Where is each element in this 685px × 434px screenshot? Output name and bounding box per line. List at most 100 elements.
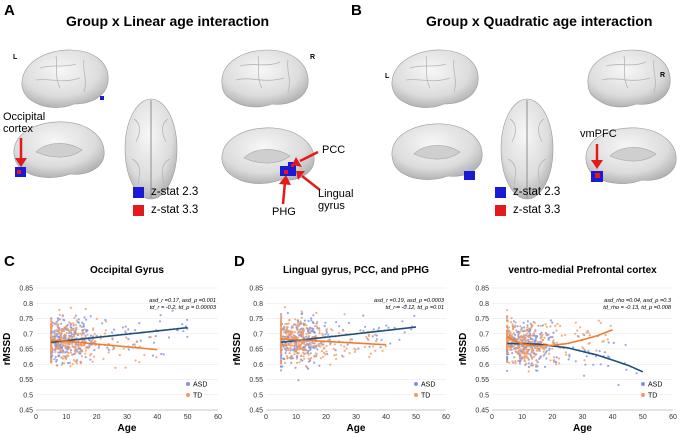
scatter-point-td bbox=[302, 330, 305, 333]
y-axis-label: rMSSD bbox=[458, 333, 469, 366]
scatter-point-asd bbox=[107, 348, 110, 351]
scatter-point-asd bbox=[327, 333, 330, 336]
scatter-point-td bbox=[329, 343, 332, 346]
scatter-point-td bbox=[526, 329, 529, 332]
scatter-point-td bbox=[134, 359, 137, 362]
scatter-point-td bbox=[531, 340, 534, 343]
scatter-point-td bbox=[512, 326, 515, 329]
scatter-point-asd bbox=[55, 360, 58, 363]
scatter-point-td bbox=[63, 329, 66, 332]
scatter-point-td bbox=[300, 340, 303, 343]
fit-line-td bbox=[506, 329, 613, 347]
scatter-point-td bbox=[80, 325, 83, 328]
scatter-point-td bbox=[313, 342, 316, 345]
scatter-point-asd bbox=[57, 351, 60, 354]
scatter-point-td bbox=[560, 334, 563, 337]
scatter-point-td bbox=[525, 354, 528, 358]
scatter-point-asd bbox=[324, 333, 327, 336]
x-tick-label: 0 bbox=[34, 414, 38, 421]
fit-line-asd bbox=[507, 342, 644, 373]
scatter-point-asd bbox=[286, 311, 289, 315]
scatter-point-td bbox=[325, 344, 328, 348]
scatter-point-asd bbox=[52, 330, 55, 333]
scatter-point-asd bbox=[69, 326, 72, 329]
brain-medial-right-b bbox=[585, 127, 677, 184]
scatter-point-td bbox=[519, 330, 522, 333]
scatter-point-td bbox=[53, 322, 56, 325]
scatter-point-td bbox=[50, 322, 53, 325]
scatter-point-td bbox=[290, 355, 293, 358]
scatter-point-td bbox=[286, 328, 289, 331]
scatter-point-td bbox=[74, 352, 77, 355]
scatter-point-td bbox=[314, 352, 317, 355]
y-tick-label: 0.55 bbox=[249, 377, 263, 384]
scatter-point-asd bbox=[387, 326, 390, 329]
scatter-point-td bbox=[536, 340, 540, 344]
scatter-point-asd bbox=[58, 318, 62, 321]
scatter-point-td bbox=[64, 357, 67, 360]
x-tick-label: 40 bbox=[382, 414, 390, 421]
scatter-point-asd bbox=[86, 329, 89, 332]
scatter-point-td bbox=[528, 348, 531, 351]
scatter-point-asd bbox=[398, 338, 401, 341]
scatter-point-asd bbox=[67, 361, 70, 365]
scatter-point-asd bbox=[543, 365, 547, 368]
scatter-point-td bbox=[609, 324, 612, 327]
scatter-point-td bbox=[373, 333, 377, 336]
scatter-point-asd bbox=[526, 324, 529, 327]
scatter-point-td bbox=[294, 323, 297, 326]
scatter-point-asd bbox=[375, 334, 378, 337]
scatter-point-td bbox=[597, 319, 600, 322]
scatter-point-td bbox=[511, 323, 514, 326]
scatter-point-td bbox=[305, 326, 308, 330]
scatter-point-td bbox=[317, 327, 320, 330]
scatter-point-td bbox=[315, 311, 318, 314]
scatter-point-td bbox=[279, 360, 283, 363]
scatter-point-asd bbox=[56, 317, 60, 320]
scatter-point-td bbox=[542, 354, 545, 357]
scatter-point-asd bbox=[318, 364, 321, 367]
scatter-point-td bbox=[300, 322, 303, 325]
scatter-point-td bbox=[365, 335, 368, 339]
scatter-point-td bbox=[286, 356, 289, 359]
x-tick-label: 60 bbox=[214, 414, 222, 421]
scatter-point-asd bbox=[375, 338, 378, 341]
x-tick-label: 60 bbox=[442, 414, 450, 421]
scatter-point-asd bbox=[535, 334, 539, 338]
scatter-point-td bbox=[544, 323, 547, 326]
y-tick-label: 0.85 bbox=[249, 286, 263, 293]
scatter-point-td bbox=[91, 360, 94, 363]
scatter-point-td bbox=[54, 350, 57, 353]
arrow-phg bbox=[279, 175, 291, 205]
scatter-point-td bbox=[69, 365, 72, 368]
scatter-point-asd bbox=[538, 357, 541, 360]
scatter-point-td bbox=[286, 326, 289, 329]
scatter-point-td bbox=[298, 361, 301, 364]
x-tick-label: 10 bbox=[62, 414, 70, 421]
scatter-point-asd bbox=[403, 331, 406, 334]
scatter-point-td bbox=[289, 346, 292, 349]
scatter-point-td bbox=[93, 332, 96, 336]
scatter-point-td bbox=[517, 351, 520, 354]
scatter-point-td bbox=[297, 346, 300, 349]
scatter-point-asd bbox=[162, 353, 165, 356]
scatter-point-td bbox=[50, 329, 53, 332]
scatter-point-asd bbox=[282, 335, 285, 338]
scatter-point-td bbox=[515, 351, 518, 354]
scatter-point-asd bbox=[540, 331, 543, 334]
scatter-point-td bbox=[50, 343, 53, 346]
scatter-point-td bbox=[363, 345, 366, 348]
scatter-point-asd bbox=[517, 337, 520, 340]
fit-line-td bbox=[280, 338, 387, 346]
scatter-point-td bbox=[291, 331, 294, 334]
scatter-point-td bbox=[285, 330, 289, 334]
scatter-point-td bbox=[520, 338, 523, 341]
scatter-point-td bbox=[523, 352, 526, 355]
scatter-point-td bbox=[279, 336, 283, 339]
scatter-point-td bbox=[299, 354, 303, 358]
scatter-point-td bbox=[506, 309, 509, 312]
scatter-point-td bbox=[343, 345, 346, 348]
legend-label: z-stat 3.3 bbox=[513, 204, 561, 216]
x-tick-label: 40 bbox=[153, 414, 161, 421]
scatter-point-asd bbox=[299, 358, 302, 361]
